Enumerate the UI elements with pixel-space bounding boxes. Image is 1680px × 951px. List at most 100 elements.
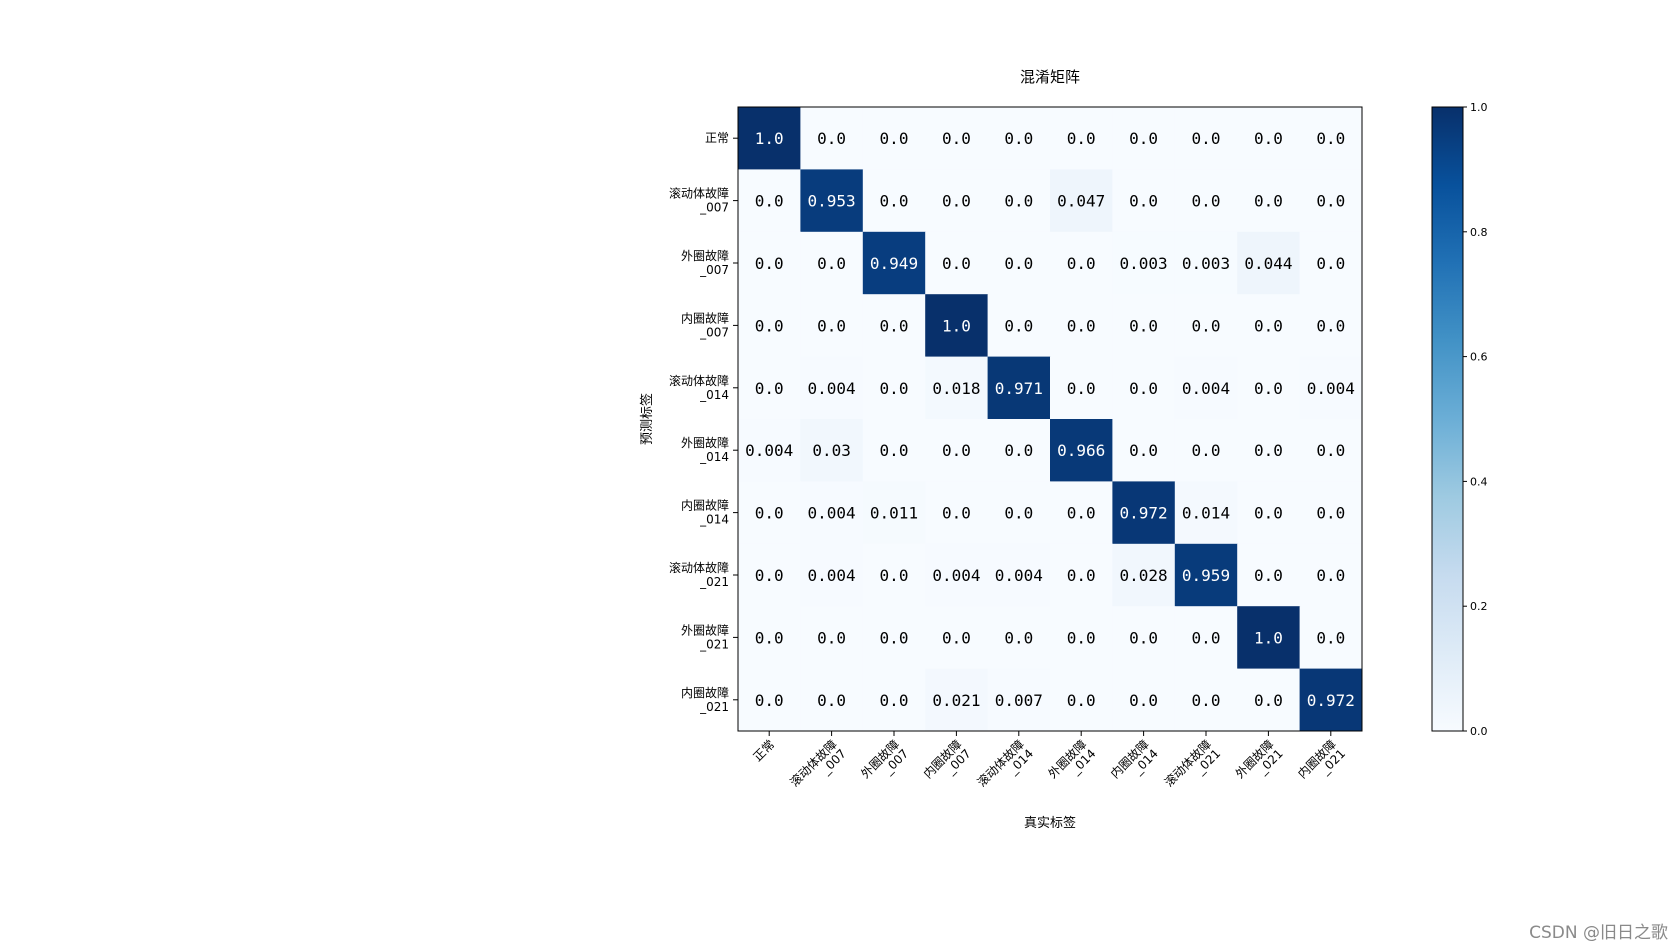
y-tick-label: 外圈故障_014 bbox=[681, 435, 729, 464]
heatmap-cell bbox=[738, 668, 801, 732]
x-tick-label: 滚动体故障_014 bbox=[974, 737, 1036, 799]
heatmap-cell bbox=[1050, 543, 1113, 607]
cell-value-label: 0.0 bbox=[942, 192, 971, 211]
y-axis-label: 预测标签 bbox=[639, 393, 655, 445]
heatmap-cell bbox=[1299, 294, 1363, 358]
heatmap-cell bbox=[800, 606, 864, 670]
heatmap-cell bbox=[1050, 169, 1113, 233]
cell-value-label: 0.0 bbox=[1004, 441, 1033, 460]
cell-value-label: 0.0 bbox=[755, 192, 784, 211]
cell-value-label: 0.0 bbox=[1067, 566, 1096, 585]
cell-value-label: 0.0 bbox=[1192, 316, 1221, 335]
x-tick-label: 正常 bbox=[750, 737, 777, 764]
x-tick-label: 滚动体故障_007 bbox=[787, 737, 849, 799]
heatmap-cell bbox=[738, 543, 801, 607]
cell-value-label: 0.0 bbox=[1067, 129, 1096, 148]
x-tick-label: 外圈故障_007 bbox=[858, 737, 912, 791]
heatmap-cell bbox=[1299, 481, 1363, 545]
cell-value-label: 0.949 bbox=[870, 254, 918, 273]
cell-value-label: 0.0 bbox=[755, 566, 784, 585]
cell-value-label: 0.0 bbox=[1254, 192, 1283, 211]
colorbar bbox=[1431, 106, 1464, 732]
cell-value-label: 0.004 bbox=[1307, 379, 1355, 398]
cell-value-label: 0.0 bbox=[817, 254, 846, 273]
heatmap-cell bbox=[925, 231, 989, 295]
cell-value-label: 0.0 bbox=[1192, 441, 1221, 460]
heatmap-cell bbox=[987, 107, 1051, 170]
cell-value-label: 0.0 bbox=[755, 254, 784, 273]
heatmap-cell bbox=[1112, 231, 1176, 295]
heatmap-cell bbox=[1112, 169, 1176, 233]
heatmap-cell bbox=[738, 481, 801, 545]
heatmap-cell bbox=[800, 419, 864, 482]
cell-value-label: 0.972 bbox=[1307, 691, 1355, 710]
x-tick-label: 外圈故障_014 bbox=[1045, 737, 1099, 791]
cell-value-label: 0.966 bbox=[1057, 441, 1105, 460]
cell-value-label: 0.03 bbox=[812, 441, 851, 460]
cell-value-label: 0.0 bbox=[1067, 504, 1096, 523]
heatmap-cell bbox=[1050, 107, 1113, 170]
heatmap-cell bbox=[987, 231, 1051, 295]
heatmap-cell bbox=[1237, 606, 1301, 670]
heatmap-cell bbox=[1237, 169, 1301, 233]
heatmap-cell bbox=[800, 356, 864, 420]
cell-value-label: 0.0 bbox=[1254, 379, 1283, 398]
cell-value-label: 0.0 bbox=[942, 254, 971, 273]
colorbar-tick-label: 0.2 bbox=[1470, 600, 1488, 613]
heatmap-cell bbox=[800, 543, 864, 607]
cell-value-label: 0.004 bbox=[808, 566, 856, 585]
cell-value-label: 0.0 bbox=[1004, 504, 1033, 523]
heatmap-cell bbox=[800, 169, 864, 233]
x-tick-label: 内圈故障_007 bbox=[920, 737, 974, 791]
heatmap-cell bbox=[1299, 169, 1363, 233]
heatmap-cell bbox=[1174, 231, 1238, 295]
cell-value-label: 0.004 bbox=[808, 504, 856, 523]
heatmap-cell bbox=[1299, 231, 1363, 295]
colorbar-tick-label: 0.8 bbox=[1470, 226, 1488, 239]
heatmap-cell bbox=[1237, 231, 1301, 295]
cell-value-label: 0.0 bbox=[755, 691, 784, 710]
heatmap-cell bbox=[1112, 668, 1176, 732]
heatmap-cell bbox=[862, 668, 926, 732]
heatmap-cell bbox=[987, 543, 1051, 607]
cell-value-label: 0.0 bbox=[1254, 316, 1283, 335]
heatmap-cell bbox=[738, 169, 801, 233]
cell-value-label: 0.028 bbox=[1120, 566, 1168, 585]
heatmap-cell bbox=[1174, 419, 1238, 482]
heatmap-cell bbox=[1299, 356, 1363, 420]
heatmap-cell bbox=[925, 294, 989, 358]
cell-value-label: 0.0 bbox=[942, 504, 971, 523]
cell-value-label: 0.0 bbox=[1067, 628, 1096, 647]
heatmap-cell bbox=[987, 169, 1051, 233]
heatmap-cell bbox=[1050, 231, 1113, 295]
x-tick-label: 内圈故障_021 bbox=[1294, 737, 1348, 791]
cell-value-label: 0.044 bbox=[1244, 254, 1292, 273]
heatmap-cell bbox=[800, 481, 864, 545]
cell-value-label: 0.0 bbox=[1004, 316, 1033, 335]
heatmap-cell bbox=[987, 606, 1051, 670]
heatmap-cell bbox=[862, 543, 926, 607]
cell-value-label: 0.0 bbox=[1316, 504, 1345, 523]
heatmap-cell bbox=[1237, 543, 1301, 607]
heatmap-cell bbox=[800, 231, 864, 295]
heatmap-cell bbox=[1050, 606, 1113, 670]
heatmap-cell bbox=[1237, 294, 1301, 358]
heatmap-cell bbox=[987, 294, 1051, 358]
heatmap-cell bbox=[862, 606, 926, 670]
cell-value-label: 0.0 bbox=[1004, 254, 1033, 273]
cell-value-label: 0.0 bbox=[1129, 441, 1158, 460]
cell-value-label: 0.003 bbox=[1120, 254, 1168, 273]
heatmap-cells: 1.0 0.0 0.0 0.0 0.0 0.0 0.0 0.0 0.0 0.0 0.0 0.953 0.… bbox=[738, 107, 1363, 732]
heatmap-cell bbox=[1174, 107, 1238, 170]
y-tick-label: 滚动体故障_014 bbox=[669, 373, 729, 402]
cell-value-label: 0.0 bbox=[1067, 254, 1096, 273]
heatmap-cell bbox=[738, 419, 801, 482]
heatmap-cell bbox=[1299, 419, 1363, 482]
heatmap-cell bbox=[1237, 107, 1301, 170]
cell-value-label: 0.0 bbox=[942, 129, 971, 148]
cell-value-label: 0.0 bbox=[1316, 254, 1345, 273]
heatmap-cell bbox=[862, 107, 926, 170]
colorbar-tick-label: 0.6 bbox=[1470, 351, 1488, 364]
cell-value-label: 0.0 bbox=[1254, 566, 1283, 585]
